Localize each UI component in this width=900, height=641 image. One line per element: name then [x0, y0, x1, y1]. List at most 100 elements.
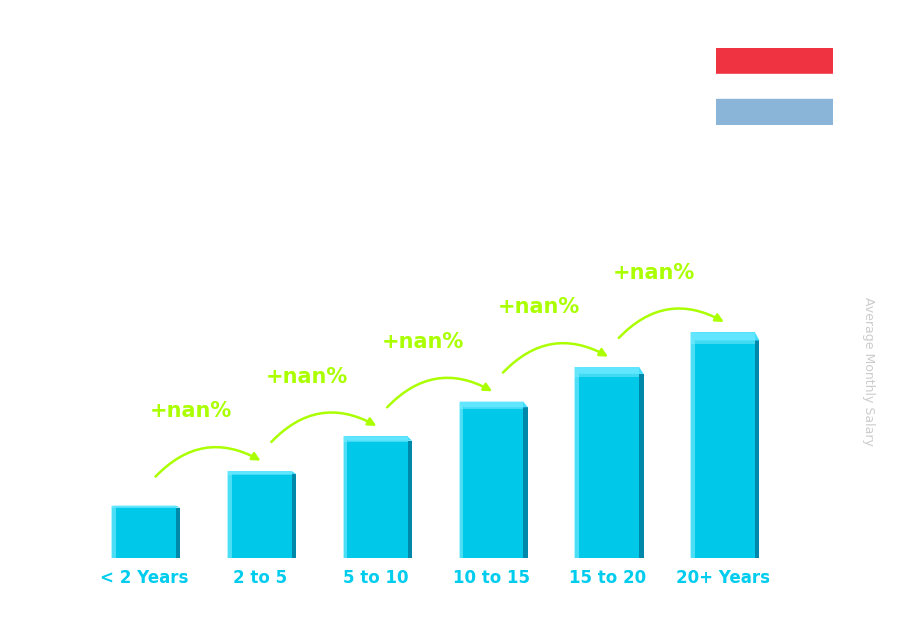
Bar — [450, 288, 495, 320]
Bar — [135, 128, 180, 160]
Bar — [315, 128, 360, 160]
Bar — [90, 545, 135, 577]
Bar — [45, 545, 90, 577]
Bar — [135, 545, 180, 577]
Bar — [315, 385, 360, 417]
Bar — [225, 288, 270, 320]
Bar — [585, 513, 630, 545]
Bar — [405, 192, 450, 224]
Bar — [360, 417, 405, 449]
Bar — [585, 577, 630, 609]
Bar — [360, 449, 405, 481]
Bar — [180, 288, 225, 320]
Bar — [360, 577, 405, 609]
Bar — [225, 385, 270, 417]
Bar — [810, 609, 855, 641]
Bar — [855, 449, 900, 481]
Bar — [135, 417, 180, 449]
Bar — [135, 513, 180, 545]
Bar — [90, 32, 135, 64]
Bar — [810, 192, 855, 224]
Bar — [450, 128, 495, 160]
Bar — [135, 0, 180, 32]
Bar — [855, 353, 900, 385]
Bar — [315, 0, 360, 32]
Bar — [495, 385, 540, 417]
Bar — [495, 609, 540, 641]
Bar — [90, 288, 135, 320]
Bar — [45, 417, 90, 449]
Bar — [765, 320, 810, 353]
Bar — [270, 160, 315, 192]
Bar — [495, 577, 540, 609]
Bar — [720, 224, 765, 256]
Bar — [405, 96, 450, 128]
Bar — [227, 471, 231, 558]
Bar — [675, 96, 720, 128]
Bar — [574, 367, 579, 558]
Bar — [540, 160, 585, 192]
Bar — [540, 96, 585, 128]
Bar — [575, 367, 639, 558]
Bar — [765, 64, 810, 96]
Bar — [180, 160, 225, 192]
Bar — [270, 192, 315, 224]
Bar — [450, 385, 495, 417]
Bar — [630, 256, 675, 288]
Bar — [630, 353, 675, 385]
Bar — [765, 545, 810, 577]
Polygon shape — [460, 402, 527, 407]
Bar — [90, 385, 135, 417]
Bar — [675, 288, 720, 320]
Bar — [495, 481, 540, 513]
Bar — [540, 353, 585, 385]
Bar — [855, 224, 900, 256]
Bar — [855, 288, 900, 320]
Bar — [0, 64, 45, 96]
Bar — [855, 417, 900, 449]
Bar — [630, 320, 675, 353]
Bar — [765, 385, 810, 417]
Bar — [630, 192, 675, 224]
Bar — [540, 449, 585, 481]
Bar — [45, 0, 90, 32]
Bar — [855, 385, 900, 417]
Bar — [675, 224, 720, 256]
Bar — [180, 224, 225, 256]
Bar — [0, 513, 45, 545]
Bar — [720, 513, 765, 545]
Bar — [90, 320, 135, 353]
Bar — [360, 256, 405, 288]
Bar — [90, 417, 135, 449]
Polygon shape — [228, 471, 296, 474]
Polygon shape — [344, 437, 412, 441]
Bar — [716, 99, 832, 125]
Text: Average Monthly Salary: Average Monthly Salary — [862, 297, 875, 446]
Bar — [810, 481, 855, 513]
Bar — [0, 160, 45, 192]
Bar — [225, 32, 270, 64]
Bar — [0, 224, 45, 256]
Bar — [720, 0, 765, 32]
Bar — [0, 609, 45, 641]
Bar — [360, 353, 405, 385]
Bar — [270, 577, 315, 609]
Bar — [585, 32, 630, 64]
Bar — [540, 481, 585, 513]
Bar — [765, 160, 810, 192]
Text: +nan%: +nan% — [382, 332, 464, 352]
Bar — [495, 513, 540, 545]
Bar — [135, 64, 180, 96]
Bar — [405, 224, 450, 256]
Bar — [45, 192, 90, 224]
Bar — [315, 192, 360, 224]
Bar — [585, 128, 630, 160]
Bar — [90, 256, 135, 288]
Bar — [0, 449, 45, 481]
Bar — [270, 32, 315, 64]
Bar — [360, 0, 405, 32]
Bar — [765, 513, 810, 545]
Bar — [270, 545, 315, 577]
Bar — [855, 320, 900, 353]
Bar — [585, 353, 630, 385]
